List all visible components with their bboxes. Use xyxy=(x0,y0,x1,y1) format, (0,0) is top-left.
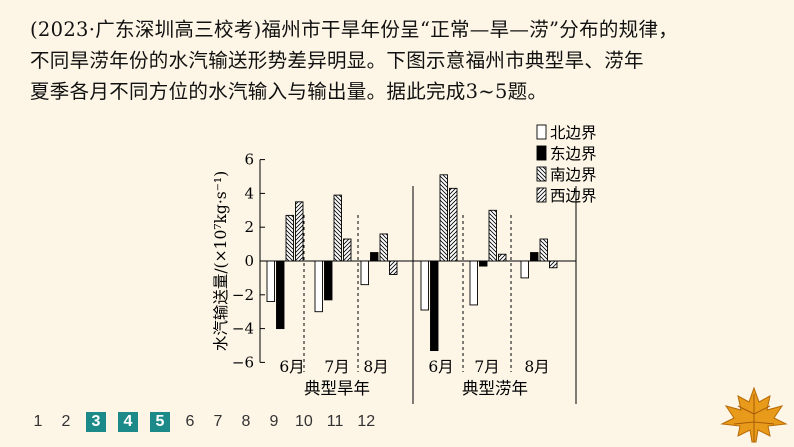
pagination: 1 2 3 4 5 6 7 8 9 10 11 12 xyxy=(30,412,388,432)
bar-flood-m8-2 xyxy=(539,238,548,262)
page-link-10[interactable]: 10 xyxy=(295,413,313,430)
legend-swatch-0 xyxy=(536,124,547,140)
legend-swatch-2 xyxy=(536,166,547,182)
page-link-12[interactable]: 12 xyxy=(357,413,376,430)
month-label: 7月 xyxy=(324,358,349,376)
bar-drought-m7-3 xyxy=(343,238,352,262)
bar-flood-m8-1 xyxy=(530,252,539,262)
legend-label-1: 东边界 xyxy=(550,145,597,163)
month-label: 6月 xyxy=(428,358,453,376)
bar-flood-m6-0 xyxy=(420,260,429,311)
month-label: 6月 xyxy=(279,358,304,376)
bar-drought-m8-2 xyxy=(379,233,388,262)
bar-drought-m7-1 xyxy=(324,260,333,301)
page-link-4[interactable]: 4 xyxy=(118,412,138,432)
bar-drought-m8-1 xyxy=(370,252,379,262)
question-line-2: 不同旱涝年份的水汽输送形势差异明显。下图示意福州市典型旱、涝年 xyxy=(30,49,644,72)
question-line-3: 夏季各月不同方位的水汽输入与输出量。据此完成3~5题。 xyxy=(30,80,548,103)
bar-drought-m7-0 xyxy=(314,260,323,313)
y-tick-label: −6 xyxy=(232,353,254,371)
bar-flood-m7-0 xyxy=(469,260,478,306)
month-label: 8月 xyxy=(363,358,388,376)
page-link-9[interactable]: 9 xyxy=(269,413,279,430)
group-label: 典型涝年 xyxy=(462,379,528,398)
legend-label-2: 南边界 xyxy=(550,166,597,184)
maple-leaf-icon xyxy=(720,386,788,443)
page-link-8[interactable]: 8 xyxy=(241,413,251,430)
page-link-7[interactable]: 7 xyxy=(213,413,223,430)
bar-drought-m8-3 xyxy=(389,260,398,275)
bar-flood-m7-3 xyxy=(498,253,507,262)
question-text: (2023·广东深圳高三校考)福州市干旱年份呈“正常—旱—涝”分布的规律， 不同… xyxy=(30,14,770,107)
y-tick-label: −2 xyxy=(232,286,254,304)
bar-flood-m7-2 xyxy=(488,209,497,262)
page-link-1[interactable]: 1 xyxy=(33,413,43,430)
bar-drought-m6-0 xyxy=(266,260,275,303)
bar-drought-m7-2 xyxy=(333,194,342,262)
page-link-3[interactable]: 3 xyxy=(86,412,106,432)
y-tick-label: 6 xyxy=(244,151,254,169)
page-link-6[interactable]: 6 xyxy=(185,413,195,430)
month-label: 7月 xyxy=(474,358,499,376)
legend-label-0: 北边界 xyxy=(550,124,597,142)
month-label: 8月 xyxy=(524,358,549,376)
bar-flood-m6-2 xyxy=(439,174,448,262)
bar-flood-m7-1 xyxy=(479,260,488,267)
legend-swatch-1 xyxy=(536,145,547,161)
question-line-1: (2023·广东深圳高三校考)福州市干旱年份呈“正常—旱—涝”分布的规律， xyxy=(30,18,679,41)
y-tick-label: 2 xyxy=(244,218,254,236)
legend-label-3: 西边界 xyxy=(550,187,597,205)
bar-drought-m6-2 xyxy=(285,214,294,262)
bar-flood-m8-0 xyxy=(520,260,529,279)
bar-flood-m6-3 xyxy=(449,187,458,262)
bar-drought-m6-3 xyxy=(295,201,304,262)
page-link-2[interactable]: 2 xyxy=(61,413,71,430)
y-tick-label: −4 xyxy=(232,320,254,338)
y-tick-label: 4 xyxy=(244,184,254,202)
y-axis-label: 水汽输送量/(×10⁷kg·s⁻¹) xyxy=(212,171,230,351)
bar-flood-m8-3 xyxy=(549,260,558,269)
page-link-11[interactable]: 11 xyxy=(326,413,344,430)
legend-swatch-3 xyxy=(536,187,547,203)
group-label: 典型旱年 xyxy=(304,379,370,398)
bar-flood-m6-1 xyxy=(430,260,439,352)
bar-drought-m6-1 xyxy=(276,260,285,330)
y-tick-label: 0 xyxy=(244,252,254,270)
bar-drought-m8-0 xyxy=(360,260,369,286)
page-link-5[interactable]: 5 xyxy=(150,412,170,432)
